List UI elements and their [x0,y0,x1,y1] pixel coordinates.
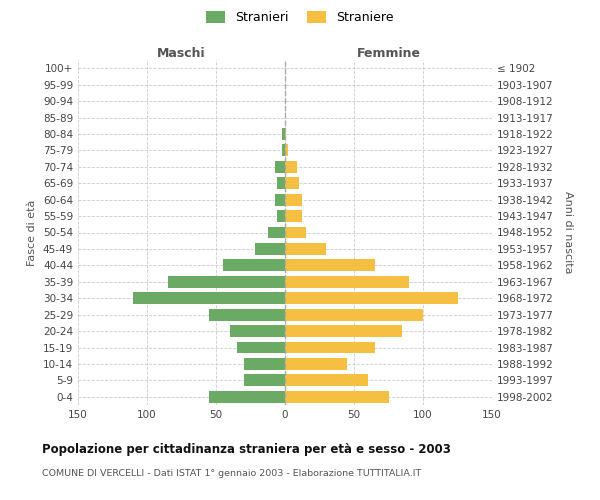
Bar [268,226,285,238]
Bar [285,144,288,156]
Bar [285,342,374,353]
Bar [277,178,285,189]
Bar [285,325,403,337]
Bar [282,128,285,140]
Bar [285,210,302,222]
Bar [209,391,285,402]
Bar [285,260,374,272]
Bar [285,308,423,320]
Bar [244,358,285,370]
Bar [282,144,285,156]
Bar [133,292,285,304]
Text: Popolazione per cittadinanza straniera per età e sesso - 2003: Popolazione per cittadinanza straniera p… [42,442,451,456]
Legend: Stranieri, Straniere: Stranieri, Straniere [202,6,398,29]
Bar [209,308,285,320]
Bar [230,325,285,337]
Text: Femmine: Femmine [356,47,421,60]
Y-axis label: Fasce di età: Fasce di età [28,200,37,266]
Bar [275,161,285,172]
Bar [277,210,285,222]
Bar [223,260,285,272]
Bar [254,243,285,255]
Bar [285,276,409,287]
Bar [285,358,347,370]
Bar [285,292,458,304]
Bar [285,374,368,386]
Bar [285,194,302,205]
Bar [285,391,389,402]
Bar [285,243,326,255]
Bar [168,276,285,287]
Bar [285,226,306,238]
Bar [244,374,285,386]
Bar [236,342,285,353]
Text: Maschi: Maschi [157,47,206,60]
Bar [275,194,285,205]
Bar [285,128,286,140]
Y-axis label: Anni di nascita: Anni di nascita [563,191,573,274]
Bar [285,161,298,172]
Text: COMUNE DI VERCELLI - Dati ISTAT 1° gennaio 2003 - Elaborazione TUTTITALIA.IT: COMUNE DI VERCELLI - Dati ISTAT 1° genna… [42,468,421,477]
Bar [285,178,299,189]
